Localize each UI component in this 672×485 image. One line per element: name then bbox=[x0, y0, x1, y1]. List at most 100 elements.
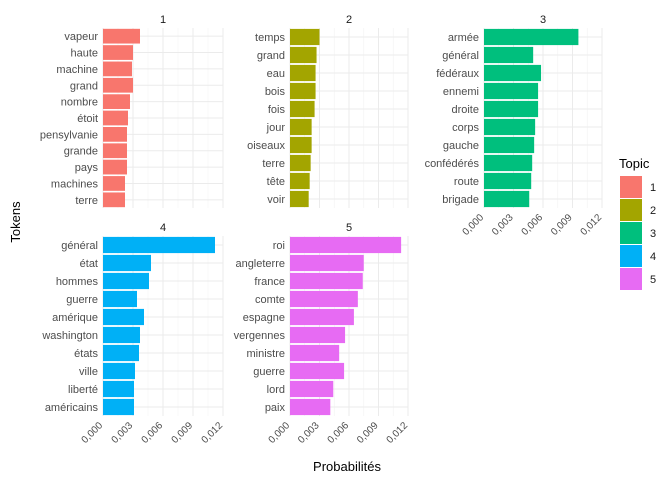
category-label: angleterre bbox=[235, 258, 285, 270]
bar bbox=[103, 362, 135, 380]
category-label: gauche bbox=[443, 140, 479, 152]
x-tick-label: 0,009 bbox=[549, 212, 575, 238]
bar bbox=[290, 82, 316, 100]
bar bbox=[103, 254, 151, 272]
category-label: ennemi bbox=[443, 86, 479, 98]
category-label: pays bbox=[75, 162, 99, 174]
bar bbox=[290, 100, 315, 118]
bar bbox=[290, 136, 312, 154]
x-tick-label: 0,000 bbox=[461, 212, 487, 238]
bar bbox=[290, 380, 334, 398]
legend-label: 3 bbox=[650, 228, 656, 240]
bar bbox=[290, 190, 309, 208]
category-label: machine bbox=[56, 64, 98, 76]
category-label: lord bbox=[267, 384, 285, 396]
category-label: grand bbox=[257, 50, 285, 62]
bar bbox=[103, 272, 149, 290]
bar bbox=[103, 28, 140, 44]
bar bbox=[484, 172, 532, 190]
legend-label: 4 bbox=[650, 251, 656, 263]
category-label: washington bbox=[41, 330, 98, 342]
bar bbox=[290, 236, 402, 254]
x-tick-label: 0,012 bbox=[200, 420, 226, 446]
bar bbox=[103, 326, 140, 344]
category-label: grand bbox=[70, 80, 98, 92]
category-label: route bbox=[454, 176, 479, 188]
facet-title: 3 bbox=[540, 14, 546, 26]
category-label: fois bbox=[268, 104, 286, 116]
bar bbox=[484, 82, 539, 100]
x-tick-label: 0,003 bbox=[110, 420, 136, 446]
bar bbox=[484, 64, 542, 82]
x-tick-label: 0,006 bbox=[520, 212, 546, 238]
bar bbox=[484, 118, 536, 136]
bar bbox=[103, 192, 125, 208]
category-label: eau bbox=[267, 68, 285, 80]
x-tick-label: 0,009 bbox=[170, 420, 196, 446]
bar bbox=[103, 380, 134, 398]
category-label: paix bbox=[265, 402, 286, 414]
bar bbox=[103, 110, 128, 126]
bar bbox=[290, 290, 358, 308]
x-tick-label: 0,000 bbox=[267, 420, 293, 446]
bar bbox=[484, 46, 534, 64]
category-label: brigade bbox=[442, 194, 479, 206]
bar bbox=[103, 127, 127, 142]
bar bbox=[103, 77, 133, 93]
category-label: guerre bbox=[66, 294, 98, 306]
bar bbox=[290, 64, 316, 82]
category-label: armée bbox=[448, 32, 479, 44]
category-label: général bbox=[61, 240, 98, 252]
category-label: nombre bbox=[61, 97, 98, 109]
category-label: espagne bbox=[243, 312, 285, 324]
x-tick-label: 0,000 bbox=[80, 420, 106, 446]
category-label: vergennes bbox=[234, 330, 286, 342]
legend-label: 1 bbox=[650, 182, 656, 194]
category-label: oiseaux bbox=[247, 140, 285, 152]
x-tick-label: 0,006 bbox=[326, 420, 352, 446]
legend-label: 5 bbox=[650, 274, 656, 286]
bar bbox=[484, 154, 533, 172]
legend-swatch bbox=[620, 222, 642, 244]
bar bbox=[103, 143, 127, 159]
bar bbox=[290, 272, 363, 290]
category-label: fédéraux bbox=[436, 68, 479, 80]
category-label: confédérés bbox=[425, 158, 480, 170]
bar bbox=[103, 159, 127, 175]
bar bbox=[290, 118, 312, 136]
bar bbox=[103, 61, 132, 77]
bar bbox=[290, 308, 354, 326]
bar bbox=[103, 45, 133, 60]
category-label: tête bbox=[267, 176, 285, 188]
y-axis-title: Tokens bbox=[8, 201, 23, 243]
bar bbox=[290, 326, 346, 344]
category-label: étoit bbox=[77, 113, 98, 125]
bar bbox=[103, 176, 125, 191]
bar bbox=[103, 236, 215, 254]
legend-label: 2 bbox=[650, 205, 656, 217]
x-tick-label: 0,012 bbox=[579, 212, 605, 238]
category-label: général bbox=[442, 50, 479, 62]
category-label: comte bbox=[255, 294, 285, 306]
category-label: temps bbox=[255, 32, 285, 44]
facet-title: 2 bbox=[346, 14, 352, 26]
category-label: états bbox=[74, 348, 98, 360]
bar bbox=[484, 136, 535, 154]
x-tick-label: 0,003 bbox=[296, 420, 322, 446]
legend-swatch bbox=[620, 268, 642, 290]
category-label: hommes bbox=[56, 276, 99, 288]
category-label: jour bbox=[266, 122, 286, 134]
category-label: bois bbox=[265, 86, 286, 98]
category-label: corps bbox=[452, 122, 479, 134]
category-label: pensylvanie bbox=[40, 129, 98, 141]
legend-swatch bbox=[620, 176, 642, 198]
category-label: ministre bbox=[246, 348, 285, 360]
bar bbox=[290, 28, 320, 46]
legend-swatch bbox=[620, 245, 642, 267]
category-label: guerre bbox=[253, 366, 285, 378]
category-label: roi bbox=[273, 240, 285, 252]
facet-title: 4 bbox=[160, 222, 166, 234]
bar bbox=[103, 290, 137, 308]
